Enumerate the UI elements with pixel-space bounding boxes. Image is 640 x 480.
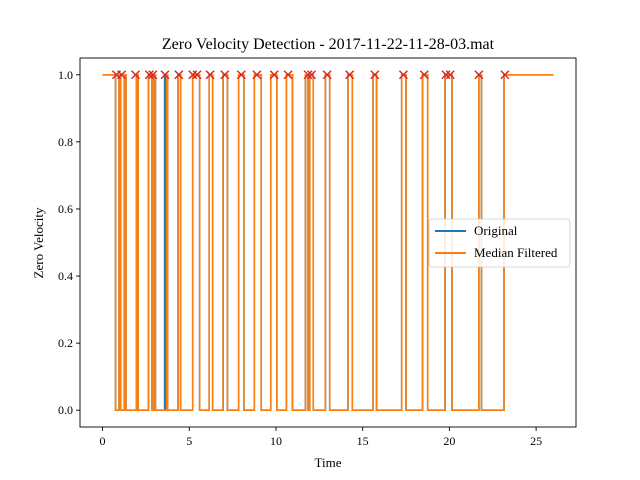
zero-velocity-marker — [398, 70, 408, 80]
legend-label-median-filtered: Median Filtered — [474, 245, 558, 260]
zero-velocity-marker — [144, 70, 154, 80]
zero-velocity-marker — [252, 70, 262, 80]
zero-velocity-marker — [148, 70, 158, 80]
y-axis-ticks: 0.0 0.2 0.4 0.6 0.8 1.0 — [58, 68, 80, 417]
y-axis-label: Zero Velocity — [31, 207, 46, 278]
zero-velocity-marker — [236, 70, 246, 80]
y-tick-label: 0.8 — [58, 135, 73, 149]
x-axis-label: Time — [315, 455, 342, 470]
zero-velocity-marker — [130, 70, 141, 80]
y-tick-label: 0.2 — [58, 336, 73, 350]
zero-velocity-marker — [269, 70, 279, 80]
zero-velocity-marker — [220, 70, 230, 80]
zero-velocity-marker — [303, 70, 313, 80]
zero-velocity-marker — [160, 70, 170, 80]
legend: Original Median Filtered — [428, 218, 571, 268]
x-tick-label: 15 — [357, 434, 369, 448]
x-tick-label: 20 — [443, 434, 455, 448]
chart-title: Zero Velocity Detection - 2017-11-22-11-… — [162, 36, 495, 53]
x-axis-ticks: 0 5 10 15 20 25 — [100, 427, 542, 448]
zero-velocity-marker — [322, 70, 332, 80]
y-tick-label: 0.4 — [58, 269, 73, 283]
x-tick-label: 10 — [270, 434, 282, 448]
zero-velocity-marker — [419, 70, 429, 80]
x-tick-label: 0 — [100, 434, 106, 448]
zero-velocity-marker — [192, 70, 202, 80]
zero-velocity-marker — [174, 70, 184, 80]
zero-velocity-marker — [283, 70, 293, 80]
y-tick-label: 1.0 — [58, 68, 73, 82]
x-tick-label: 5 — [186, 434, 192, 448]
zero-velocity-marker — [306, 70, 317, 80]
plot-frame — [79, 57, 577, 428]
zero-velocity-marker — [370, 70, 380, 80]
zero-velocity-marker — [500, 70, 510, 80]
zero-velocity-marker — [205, 70, 215, 80]
zero-velocity-marker — [474, 70, 484, 80]
y-tick-label: 0.6 — [58, 202, 73, 216]
zero-velocity-marker — [345, 70, 355, 80]
legend-label-original: Original — [474, 223, 518, 238]
y-tick-label: 0.0 — [58, 403, 73, 417]
x-tick-label: 25 — [530, 434, 542, 448]
marker-layer — [111, 70, 510, 80]
zero-velocity-marker — [445, 70, 455, 80]
zero-velocity-marker — [117, 70, 127, 80]
